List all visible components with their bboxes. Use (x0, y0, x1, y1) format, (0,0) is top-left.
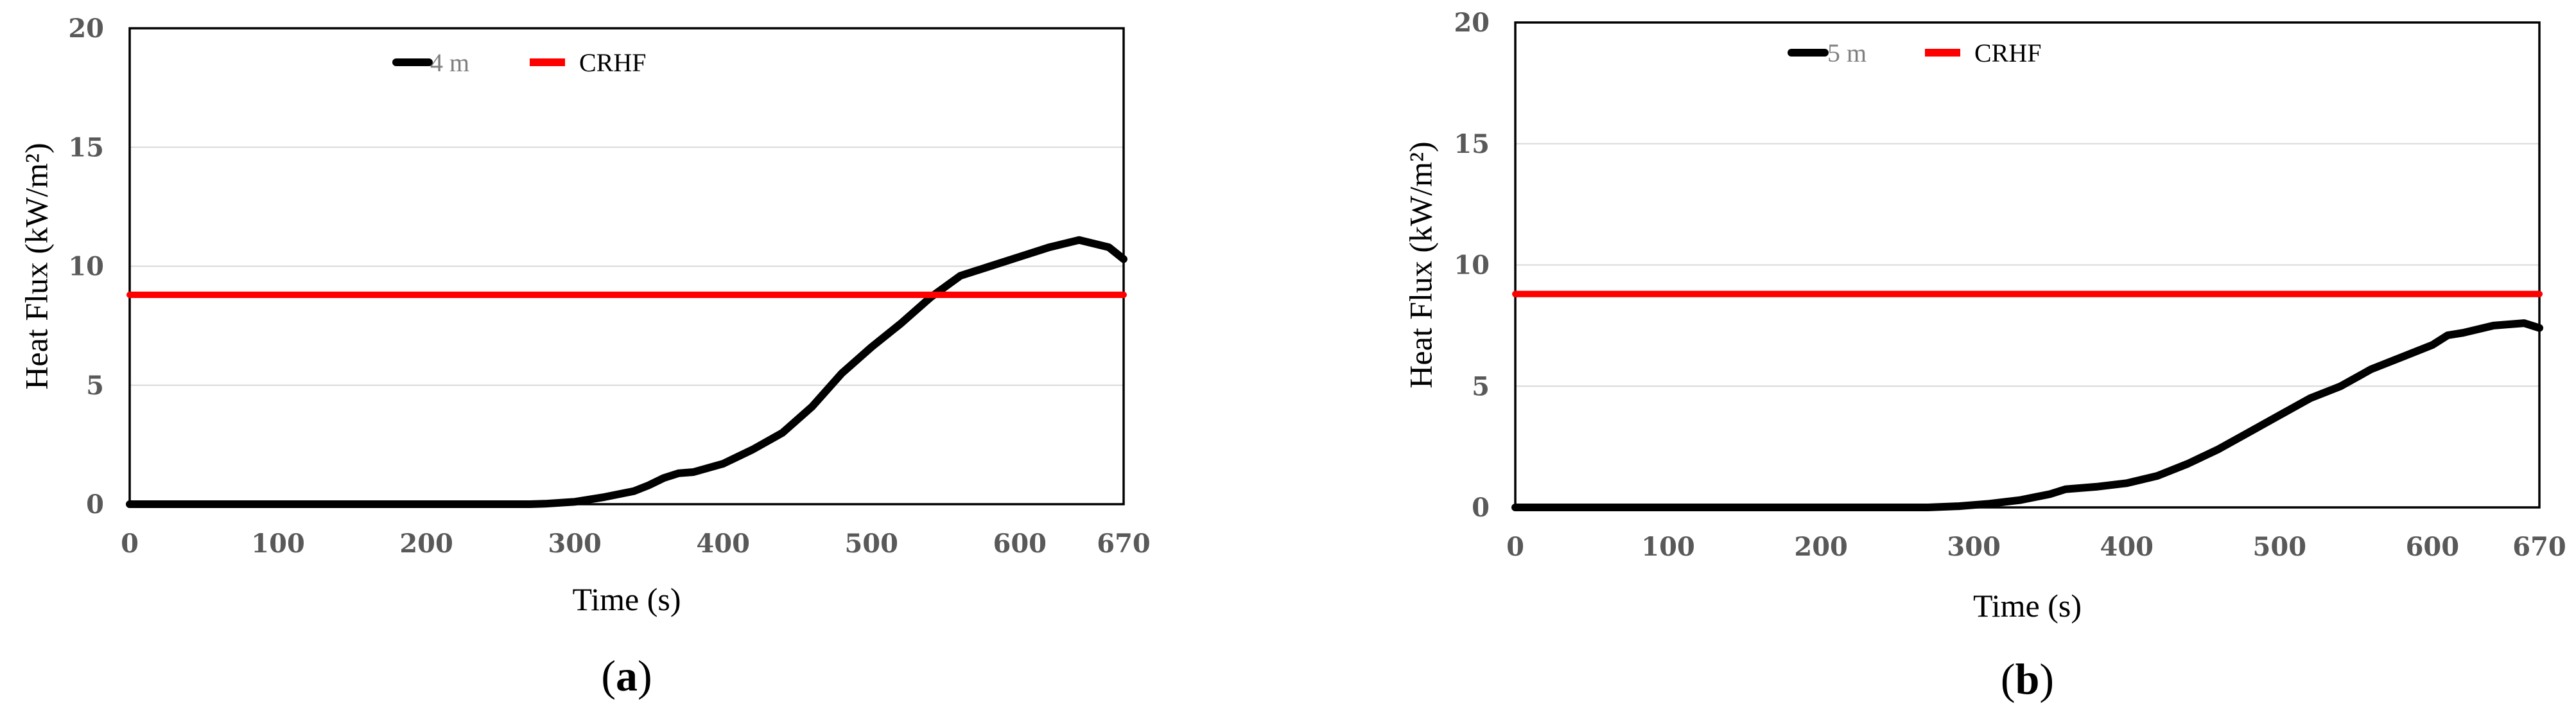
x-tick-label: 670 (2512, 532, 2566, 562)
x-tick-label: 500 (844, 529, 898, 559)
legend: 5 m CRHF (1788, 39, 2042, 67)
panel-label: (a) (601, 651, 652, 700)
x-axis-title: Time (s) (1973, 588, 2082, 624)
panel-letter: b (2015, 654, 2040, 703)
x-tick-label: 300 (1947, 532, 2001, 562)
x-tick-label: 200 (399, 529, 453, 559)
y-axis-title: Heat Flux (kW/m²) (18, 143, 54, 389)
legend-label: CRHF (1974, 39, 2042, 67)
y-tick-label: 5 (1472, 371, 1490, 401)
x-tick-label: 200 (1794, 532, 1848, 562)
x-tick-label: 0 (1506, 532, 1524, 562)
y-tick-label: 15 (1454, 129, 1490, 159)
x-tick-label: 500 (2253, 532, 2307, 562)
y-tick-label: 20 (1454, 8, 1490, 38)
series-line-5-m (1511, 319, 2543, 511)
series-line-4-m (126, 236, 1127, 508)
y-tick-label: 5 (86, 371, 104, 401)
x-tick-label: 400 (2100, 532, 2154, 562)
y-axis-title: Heat Flux (kW/m²) (1402, 141, 1438, 388)
x-tick-label: 600 (993, 529, 1047, 559)
x-tick-label: 100 (251, 529, 305, 559)
x-tick-label: 670 (1097, 529, 1151, 559)
y-tick-label: 20 (68, 13, 104, 44)
y-tick-label: 10 (68, 252, 104, 282)
x-tick-label: 0 (121, 529, 139, 559)
y-tick-label: 0 (86, 489, 104, 520)
plot-area-frame (1514, 21, 2541, 509)
legend-label: CRHF (579, 48, 647, 77)
panel-label: (b) (2001, 654, 2054, 703)
panel-letter: a (616, 651, 638, 700)
x-tick-label: 400 (696, 529, 750, 559)
plot-area-frame (128, 27, 1125, 505)
x-tick-label: 600 (2406, 532, 2460, 562)
y-tick-label: 10 (1454, 250, 1490, 281)
y-tick-label: 0 (1472, 493, 1490, 523)
legend: 4 m CRHF (392, 48, 647, 77)
legend-label: 4 m (430, 48, 469, 77)
x-tick-label: 100 (1641, 532, 1695, 562)
x-tick-label: 300 (548, 529, 602, 559)
y-tick-label: 15 (68, 132, 104, 162)
x-axis-title: Time (s) (572, 581, 681, 617)
legend-label: 5 m (1827, 39, 1867, 67)
